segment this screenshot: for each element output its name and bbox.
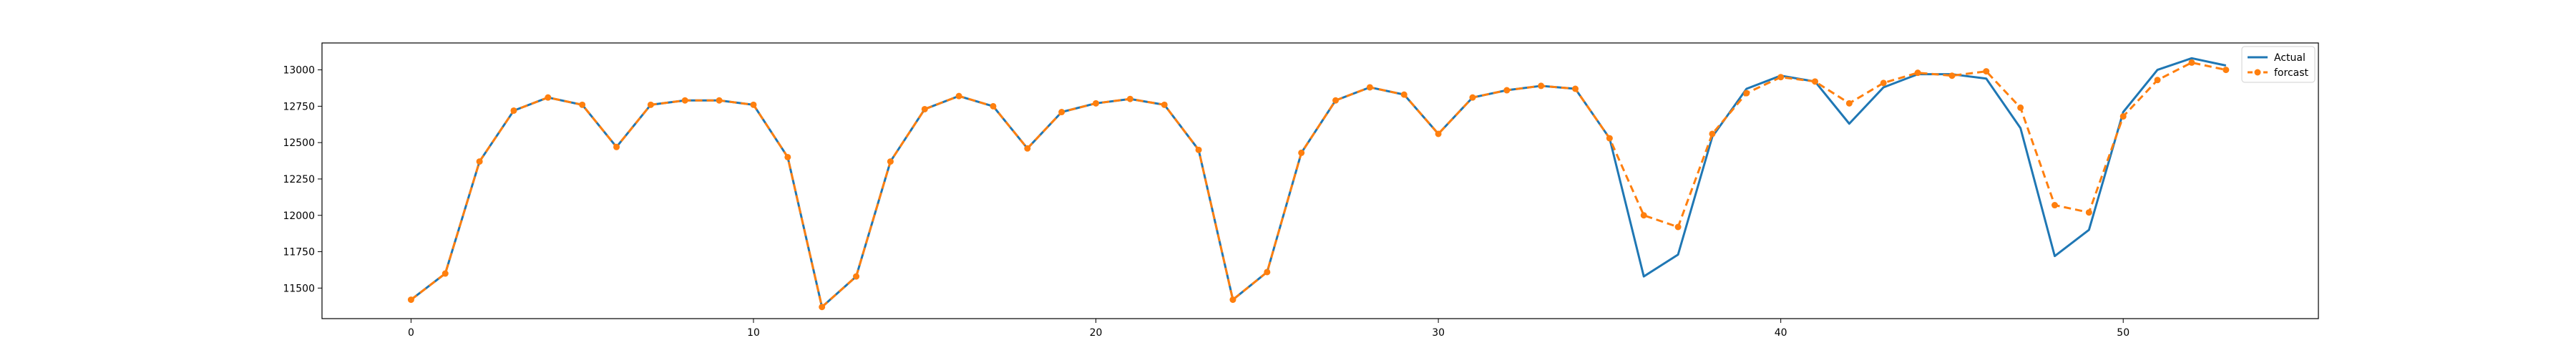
data-point-forcast: [1777, 74, 1785, 81]
data-point-forcast: [921, 105, 928, 112]
data-point-forcast: [887, 158, 894, 165]
data-point-forcast: [1469, 94, 1476, 101]
data-point-forcast: [510, 107, 517, 114]
legend-marker-forcast: [2254, 69, 2261, 76]
legend: Actual forcast: [2241, 46, 2316, 83]
data-point-forcast: [579, 101, 586, 108]
data-point-forcast: [784, 153, 791, 160]
data-point-forcast: [990, 102, 997, 110]
y-tick-label: 12000: [283, 211, 315, 222]
data-point-forcast: [476, 158, 483, 165]
data-point-forcast: [1640, 212, 1647, 219]
series-layer: [407, 57, 2230, 311]
data-point-forcast: [1538, 82, 1545, 90]
data-point-forcast: [2085, 209, 2092, 216]
data-point-forcast: [955, 92, 962, 100]
data-point-forcast: [1400, 91, 1407, 98]
data-point-forcast: [647, 101, 654, 108]
data-point-forcast: [441, 270, 449, 277]
x-tick-label: 40: [1775, 327, 1787, 339]
data-point-forcast: [2188, 59, 2195, 66]
data-point-forcast: [1435, 130, 1442, 137]
data-point-forcast: [1058, 109, 1065, 116]
data-point-forcast: [1914, 69, 1921, 77]
data-point-forcast: [2017, 104, 2024, 111]
plot-frame: [321, 42, 2319, 319]
data-point-forcast: [1880, 79, 1887, 87]
data-point-forcast: [1948, 72, 1956, 79]
data-point-forcast: [1743, 90, 1750, 97]
y-tick-label: 12250: [283, 174, 315, 185]
y-tick-label: 12750: [283, 101, 315, 112]
data-point-forcast: [750, 101, 757, 108]
data-point-forcast: [716, 97, 723, 104]
series-line-forcast: [410, 61, 2227, 309]
data-point-forcast: [1126, 95, 1133, 102]
x-tick-label: 10: [747, 327, 760, 339]
legend-label-forcast: forcast: [2274, 67, 2309, 79]
x-axis: 0 10 20 30 40 50: [408, 319, 2129, 339]
data-point-forcast: [613, 143, 620, 150]
data-point-forcast: [819, 304, 826, 311]
data-point-forcast: [1195, 146, 1202, 153]
x-tick-label: 20: [1090, 327, 1103, 339]
data-point-forcast: [1606, 135, 1613, 142]
data-point-forcast: [1332, 97, 1340, 104]
data-point-forcast: [1366, 84, 1373, 91]
data-point-forcast: [1024, 145, 1031, 152]
x-tick-label: 0: [408, 327, 414, 339]
data-point-forcast: [2154, 77, 2161, 84]
data-point-forcast: [1229, 296, 1236, 304]
y-tick-label: 11500: [283, 283, 315, 294]
data-point-forcast: [853, 273, 860, 280]
data-point-forcast: [1674, 223, 1682, 231]
data-point-forcast: [2119, 113, 2127, 120]
data-point-forcast: [1161, 101, 1168, 108]
data-point-forcast: [1298, 149, 1305, 156]
x-tick-label: 30: [1432, 327, 1445, 339]
data-point-forcast: [1709, 130, 1716, 137]
y-tick-label: 12500: [283, 137, 315, 149]
y-axis: 11500 11750 12000 12250 12500 12750 13000: [283, 65, 322, 294]
data-point-forcast: [407, 296, 414, 304]
data-point-forcast: [1093, 100, 1100, 107]
data-point-forcast: [1845, 100, 1853, 107]
data-point-forcast: [1812, 78, 1819, 85]
data-point-forcast: [1572, 85, 1579, 92]
data-point-forcast: [2223, 67, 2230, 74]
legend-label-actual: Actual: [2274, 52, 2306, 64]
y-tick-label: 13000: [283, 65, 315, 77]
x-tick-label: 50: [2117, 327, 2129, 339]
y-tick-label: 11750: [283, 247, 315, 258]
data-point-forcast: [681, 97, 688, 104]
data-point-forcast: [2051, 202, 2059, 209]
data-point-forcast: [545, 94, 552, 101]
data-point-forcast: [1983, 68, 1990, 75]
data-point-forcast: [1264, 268, 1271, 276]
data-point-forcast: [1503, 87, 1511, 94]
